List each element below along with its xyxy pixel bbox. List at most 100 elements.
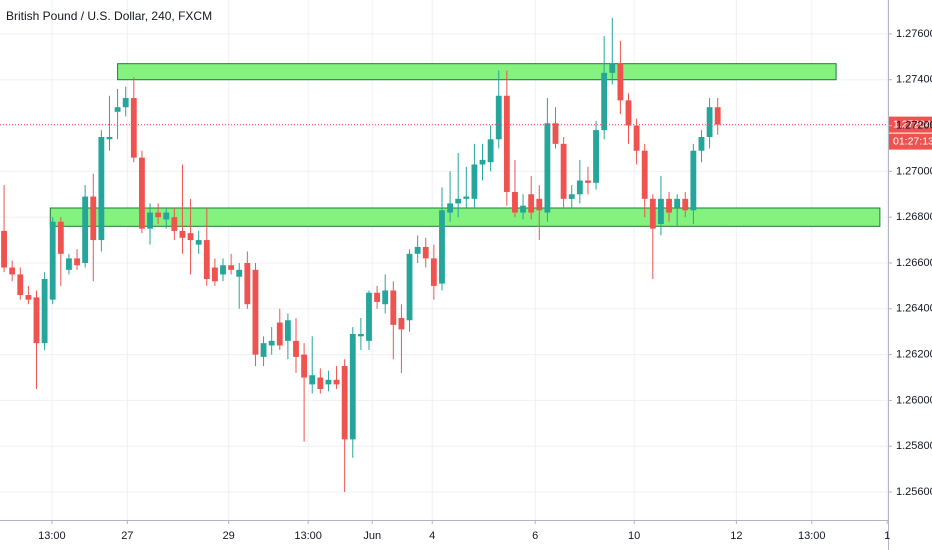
- candle-body: [187, 233, 194, 241]
- candle-body: [57, 221, 64, 254]
- y-tick-label: 1.27400: [896, 74, 932, 86]
- candle-body: [114, 107, 121, 112]
- candle-body: [495, 95, 502, 140]
- candle-body: [211, 267, 218, 282]
- axes: 1.25600 1.25800 1.26000 1.26200 1.26400 1.266…: [38, 28, 932, 542]
- candle-body: [447, 203, 454, 213]
- y-tick-label: 1.26200: [896, 349, 932, 361]
- candle-body: [552, 123, 559, 144]
- chart-title: British Pound / U.S. Dollar, 240, FXCM: [6, 9, 212, 23]
- x-tick-label: 10: [628, 530, 640, 542]
- candle-body: [17, 274, 24, 296]
- candle-body: [301, 354, 308, 378]
- candle-body: [341, 366, 348, 440]
- y-tick-label: 1.27600: [896, 28, 932, 40]
- x-tick-label: 13:00: [798, 530, 826, 542]
- x-tick-label: 12: [730, 530, 742, 542]
- candle-body: [568, 194, 575, 199]
- candle-body: [252, 269, 259, 355]
- candle-body: [682, 198, 689, 211]
- candle-body: [625, 100, 632, 126]
- candle-body: [544, 123, 551, 213]
- candle-body: [49, 221, 56, 300]
- candle-body: [455, 198, 462, 204]
- candle-body: [536, 198, 543, 211]
- candle-body: [309, 375, 316, 385]
- y-tick-label: 1.27000: [896, 165, 932, 177]
- candle-body: [690, 150, 697, 211]
- candle-body: [74, 258, 80, 266]
- candle-body: [325, 379, 332, 385]
- candle-body: [609, 63, 616, 73]
- candle-body: [98, 136, 105, 241]
- current-price-box: [889, 116, 932, 133]
- y-tick-label: 1.26400: [896, 303, 932, 315]
- candle-body: [390, 290, 397, 325]
- candle-body: [698, 136, 705, 151]
- candle-body: [236, 269, 243, 277]
- y-tick-label: 1.26600: [896, 257, 932, 269]
- current-price-label: 1.27204: [893, 118, 931, 130]
- candle-body: [576, 180, 583, 195]
- candle-body: [439, 210, 445, 284]
- candle-body: [666, 198, 672, 213]
- support-resistance-zone: [117, 63, 837, 81]
- candle-body: [512, 191, 518, 213]
- candle-body: [155, 212, 162, 218]
- x-tick-label: Jun: [363, 530, 381, 542]
- candle-body: [398, 317, 405, 330]
- candle-body: [649, 198, 656, 229]
- candle-body: [585, 180, 591, 183]
- candle-body: [357, 333, 364, 337]
- y-tick-label: 1.25800: [896, 440, 932, 452]
- candle-body: [82, 196, 89, 263]
- countdown-label: 01:27:13: [893, 135, 932, 147]
- x-tick-label: 6: [532, 530, 538, 542]
- candle-body: [284, 320, 291, 341]
- candle-body: [228, 265, 235, 270]
- candle-body: [374, 292, 381, 302]
- candle-body: [293, 340, 299, 357]
- candle-body: [9, 267, 16, 275]
- candle-body: [560, 143, 567, 199]
- x-tick-label: 29: [223, 530, 235, 542]
- x-tick-label: 4: [429, 530, 435, 542]
- support-resistance-zone: [49, 207, 881, 227]
- candle-body: [479, 159, 486, 165]
- candle-body: [317, 377, 324, 389]
- candle-body: [658, 198, 664, 225]
- candle-body: [333, 379, 340, 385]
- candle-body: [471, 164, 478, 199]
- candle-body: [503, 95, 510, 192]
- candle-body: [106, 136, 113, 140]
- candle-body: [520, 205, 526, 213]
- candle-body: [66, 258, 72, 270]
- candle-body: [406, 253, 413, 321]
- zones: [49, 63, 881, 227]
- candle-body: [195, 240, 202, 245]
- candle-body: [260, 343, 267, 357]
- candle-body: [528, 194, 535, 213]
- candle-body: [422, 246, 429, 259]
- candle-body: [90, 196, 97, 241]
- x-tick-label: 1: [884, 530, 890, 542]
- candle-body: [487, 139, 494, 163]
- candle-body: [122, 98, 129, 108]
- candle-body: [593, 130, 599, 183]
- candle-body: [601, 72, 608, 131]
- candle-body: [463, 196, 470, 199]
- y-tick-label: 1.27200: [896, 119, 932, 131]
- candle-body: [203, 240, 210, 280]
- candles: [1, 17, 721, 493]
- candle-body: [1, 230, 7, 268]
- candle-body: [268, 340, 275, 346]
- candle-body: [674, 198, 681, 208]
- countdown-box: [889, 133, 932, 150]
- candle-body: [163, 212, 170, 220]
- candle-body: [366, 292, 372, 341]
- candle-body: [244, 262, 251, 305]
- candle-body: [171, 217, 178, 231]
